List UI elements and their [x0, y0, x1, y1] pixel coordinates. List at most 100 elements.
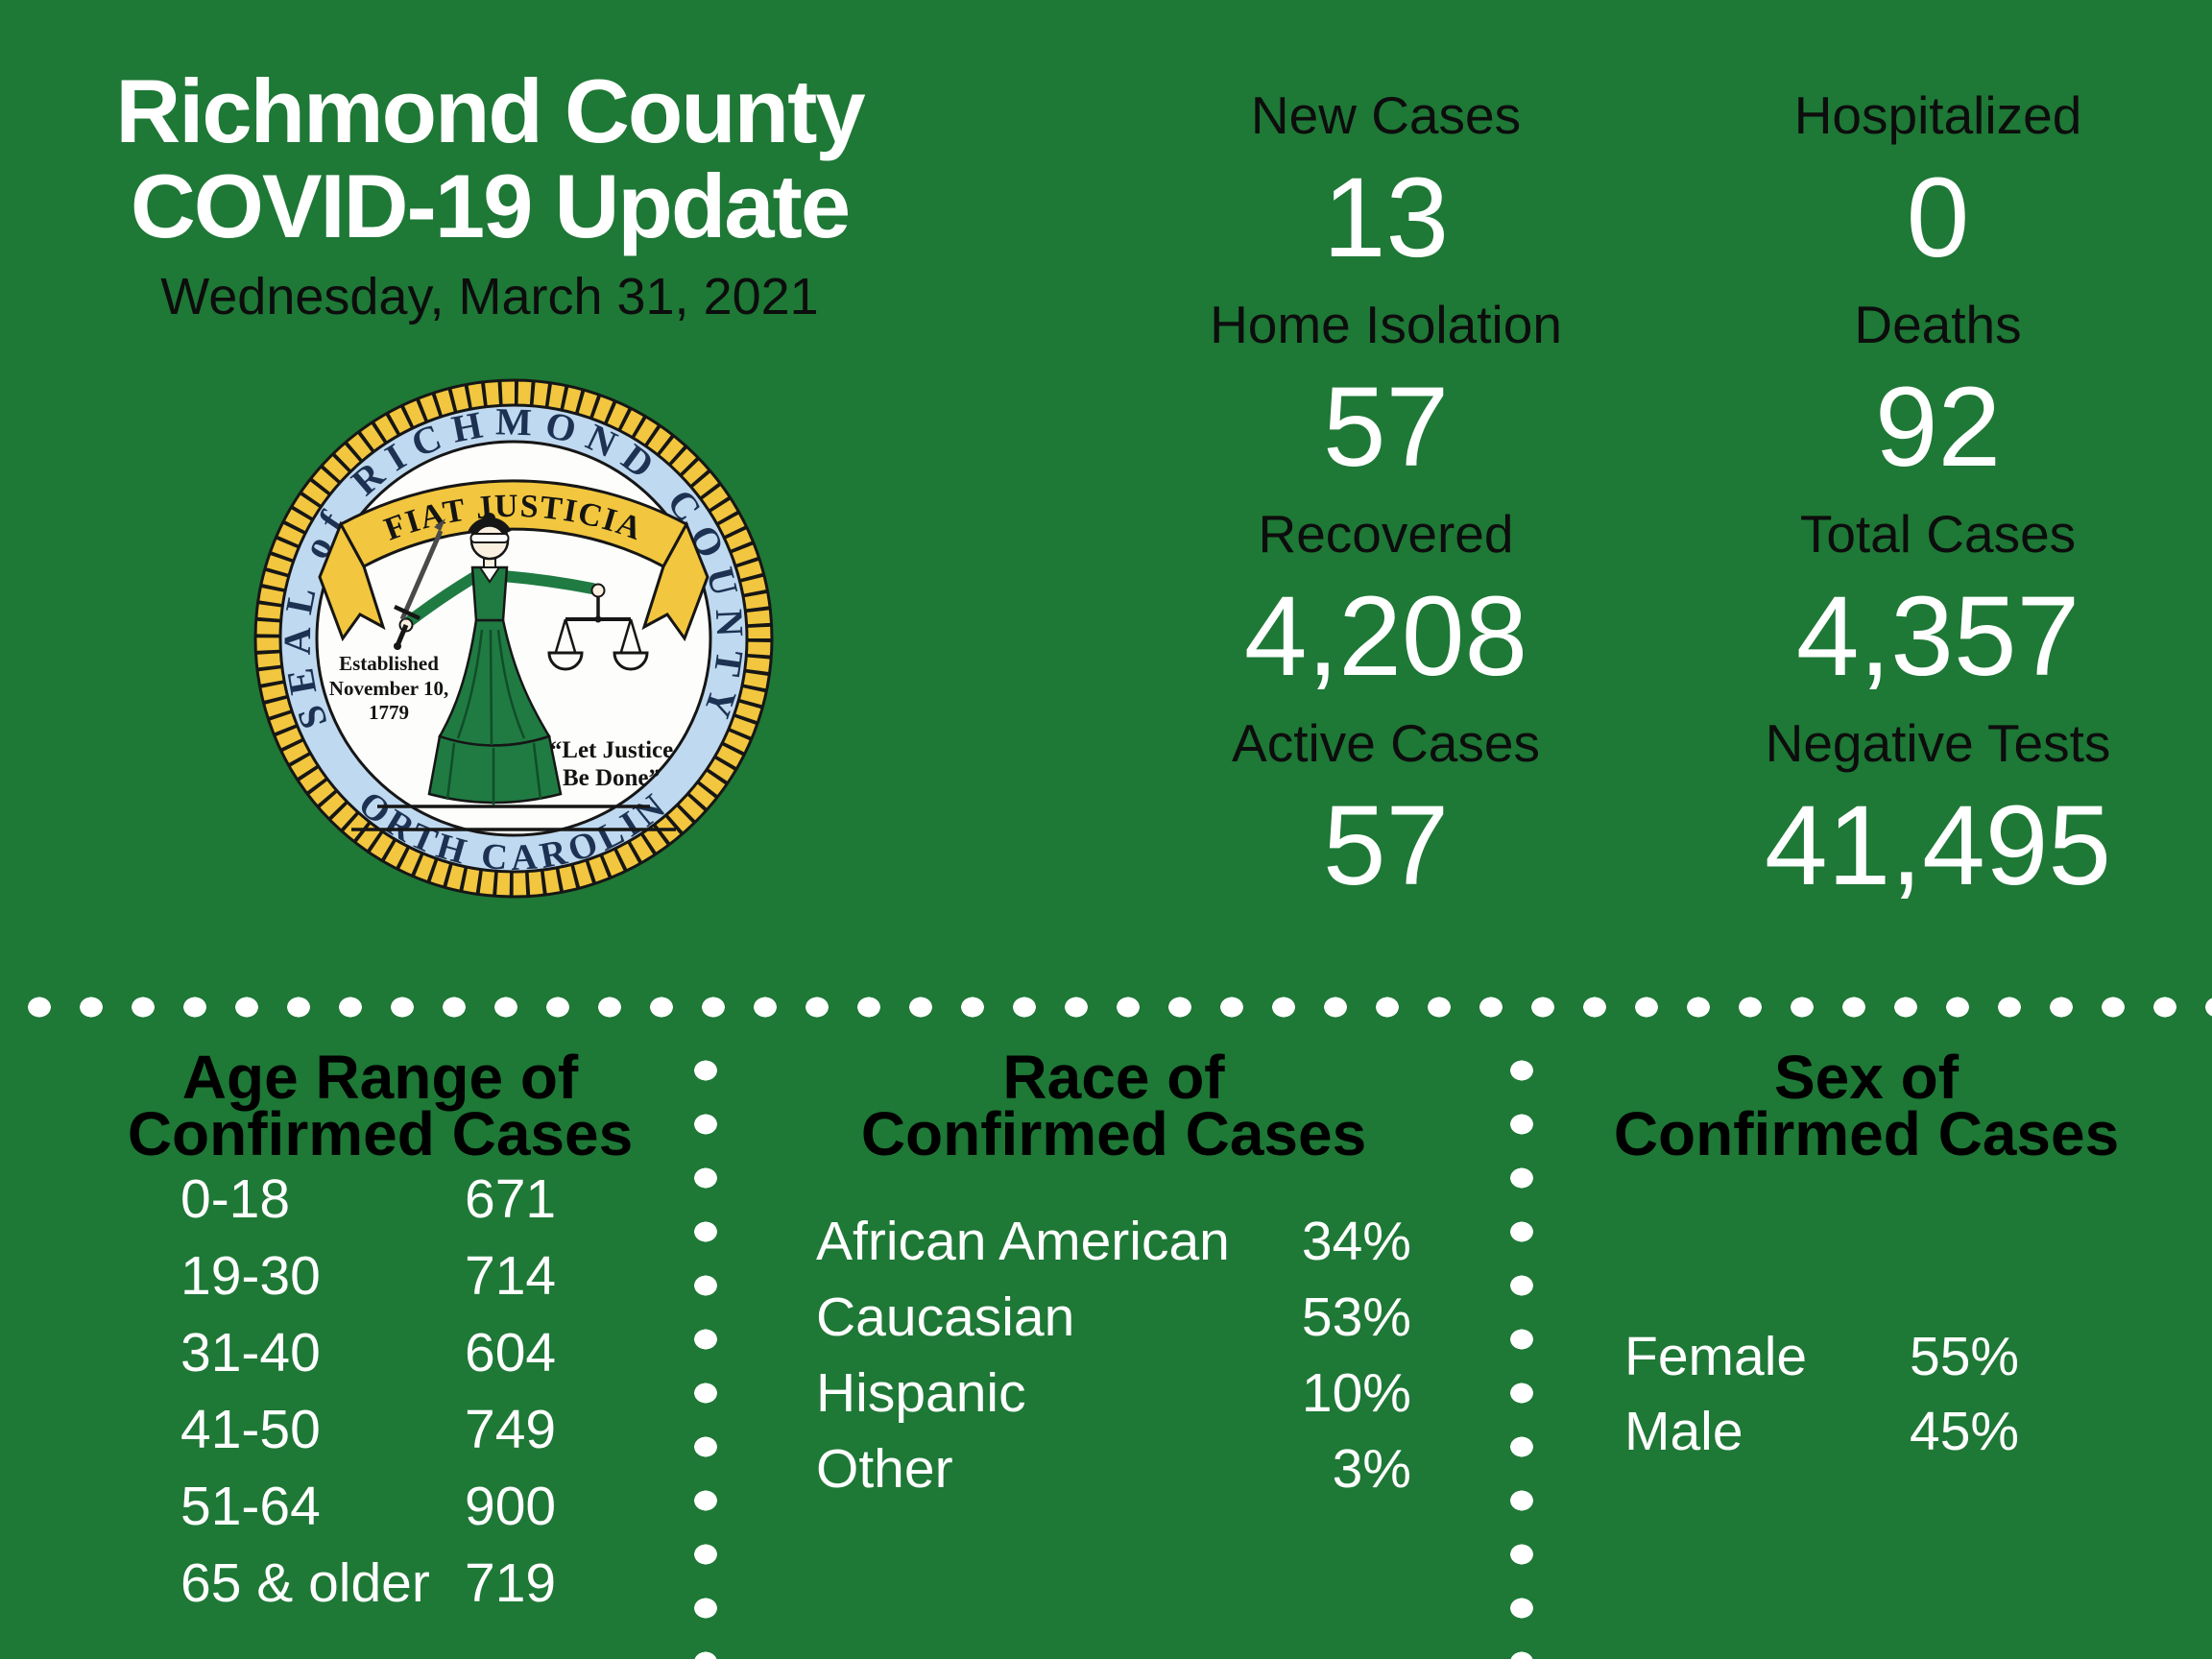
- dotted-divider-vertical-2: [1510, 1044, 1533, 1659]
- sex-value: 45%: [1910, 1401, 2020, 1462]
- stat-label: Deaths: [1854, 295, 2022, 354]
- race-section-heading: Race of Confirmed Cases: [707, 1043, 1521, 1168]
- dotted-divider-vertical-1: [694, 1044, 717, 1659]
- race-label: Hispanic: [816, 1362, 1026, 1424]
- sex-section-heading: Sex of Confirmed Cases: [1521, 1043, 2212, 1168]
- stat-label: Total Cases: [1799, 504, 2077, 564]
- header: Richmond County COVID-19 Update Wednesda…: [67, 63, 912, 325]
- skirt-pleats: [445, 629, 542, 805]
- age-value: 719: [465, 1552, 557, 1614]
- race-label: Other: [816, 1438, 953, 1500]
- section-age-range: Age Range of Confirmed Cases 0-18 671 19-…: [38, 1043, 722, 1614]
- report-date: Wednesday, March 31, 2021: [160, 268, 819, 325]
- stat-label: Negative Tests: [1765, 713, 2111, 773]
- age-label: 0-18: [180, 1168, 291, 1230]
- age-label: 65 & older: [180, 1552, 430, 1614]
- stat-label: Hospitalized: [1793, 85, 2082, 145]
- county-seal-graphic: SEAL of RICHMOND COUNTY NORTH CAROLINA F…: [252, 377, 774, 899]
- svg-text:“Let Justice: “Let Justice: [550, 737, 673, 763]
- race-value: 53%: [1301, 1286, 1411, 1348]
- race-value: 34%: [1301, 1211, 1411, 1272]
- race-rows: African American 34% Caucasian 53% Hispani…: [816, 1204, 1411, 1507]
- age-row: 65 & older 719: [180, 1545, 641, 1622]
- stat-home-isolation: Home Isolation 57: [1110, 295, 1662, 504]
- heading-line: Confirmed Cases: [127, 1099, 634, 1168]
- stat-label: Home Isolation: [1210, 295, 1562, 354]
- sex-label: Male: [1624, 1401, 1743, 1462]
- justice-scales: [547, 596, 649, 671]
- age-value: 714: [465, 1245, 557, 1307]
- race-label: Caucasian: [816, 1286, 1075, 1348]
- race-row: African American 34%: [816, 1204, 1411, 1280]
- age-label: 41-50: [180, 1399, 321, 1460]
- stat-value: 13: [1322, 155, 1450, 281]
- seal-established-text: Established November 10, 1779: [329, 652, 448, 724]
- age-value: 749: [465, 1399, 557, 1460]
- lady-justice-figure: [394, 513, 649, 805]
- stat-value: 57: [1322, 782, 1450, 909]
- race-row: Other 3%: [816, 1431, 1411, 1507]
- age-value: 900: [465, 1476, 557, 1537]
- age-row: 0-18 671: [180, 1161, 641, 1238]
- seal-banner-ribbon: FIAT JUSTICIA: [318, 479, 709, 642]
- age-value: 671: [465, 1168, 557, 1230]
- justice-sword: [394, 518, 445, 650]
- stat-value: 4,208: [1243, 573, 1528, 700]
- race-row: Hispanic 10%: [816, 1356, 1411, 1431]
- race-value: 10%: [1301, 1362, 1411, 1424]
- stat-recovered: Recovered 4,208: [1110, 504, 1662, 713]
- justice-blindfold: [469, 533, 510, 543]
- age-label: 31-40: [180, 1322, 321, 1383]
- age-label: 19-30: [180, 1245, 321, 1307]
- svg-text:Established: Established: [339, 652, 439, 675]
- seal-ground-lines: [351, 805, 676, 831]
- heading-line: Confirmed Cases: [1613, 1099, 2120, 1168]
- stat-negative-tests: Negative Tests 41,495: [1662, 713, 2212, 923]
- age-section-heading: Age Range of Confirmed Cases: [38, 1043, 722, 1168]
- heading-line: Sex of: [1773, 1043, 1960, 1112]
- sex-rows: Female 55% Male 45%: [1624, 1319, 2028, 1469]
- stat-value: 0: [1906, 155, 1970, 281]
- section-sex: Sex of Confirmed Cases Female 55% Male 45%: [1521, 1043, 2212, 1462]
- age-label: 51-64: [180, 1476, 321, 1537]
- stat-active-cases: Active Cases 57: [1110, 713, 1662, 923]
- page-title-line-1: Richmond County: [115, 60, 865, 161]
- age-value: 604: [465, 1322, 557, 1383]
- richmond-county-seal: SEAL of RICHMOND COUNTY NORTH CAROLINA F…: [252, 377, 775, 900]
- svg-text:1779: 1779: [369, 701, 409, 724]
- heading-line: Race of: [1002, 1043, 1225, 1112]
- race-row: Caucasian 53%: [816, 1280, 1411, 1356]
- age-row: 51-64 900: [180, 1468, 641, 1545]
- stat-value: 4,357: [1795, 573, 2080, 700]
- sex-value: 55%: [1910, 1326, 2020, 1387]
- age-row: 41-50 749: [180, 1391, 641, 1468]
- race-value: 3%: [1332, 1438, 1411, 1500]
- sex-row: Male 45%: [1624, 1394, 2028, 1469]
- seal-motto-text: “Let Justice Be Done”: [550, 737, 673, 791]
- dotted-divider-horizontal: [0, 997, 2212, 1018]
- stat-label: Active Cases: [1232, 713, 1540, 773]
- stat-deaths: Deaths 92: [1662, 295, 2212, 504]
- stat-value: 57: [1322, 364, 1450, 491]
- heading-line: Age Range of: [181, 1043, 579, 1112]
- svg-text:November 10,: November 10,: [329, 677, 448, 700]
- age-rows: 0-18 671 19-30 714 31-40 604 41-50 749 51-64…: [180, 1161, 641, 1622]
- stats-grid: New Cases 13 Hospitalized 0 Home Isolati…: [1110, 85, 2212, 923]
- svg-text:Be Done”: Be Done”: [563, 765, 661, 791]
- sex-label: Female: [1624, 1326, 1808, 1387]
- stat-value: 41,495: [1765, 782, 2111, 909]
- stat-value: 92: [1874, 364, 2002, 491]
- heading-line: Confirmed Cases: [860, 1099, 1367, 1168]
- stat-hospitalized: Hospitalized 0: [1662, 85, 2212, 295]
- stat-label: New Cases: [1250, 85, 1522, 145]
- sex-row: Female 55%: [1624, 1319, 2028, 1394]
- section-race: Race of Confirmed Cases African American…: [707, 1043, 1521, 1500]
- page-title-line-2: COVID-19 Update: [130, 156, 851, 256]
- stat-total-cases: Total Cases 4,357: [1662, 504, 2212, 713]
- age-row: 19-30 714: [180, 1238, 641, 1314]
- race-label: African American: [816, 1211, 1230, 1272]
- stat-label: Recovered: [1258, 504, 1514, 564]
- age-row: 31-40 604: [180, 1314, 641, 1391]
- stat-new-cases: New Cases 13: [1110, 85, 1662, 295]
